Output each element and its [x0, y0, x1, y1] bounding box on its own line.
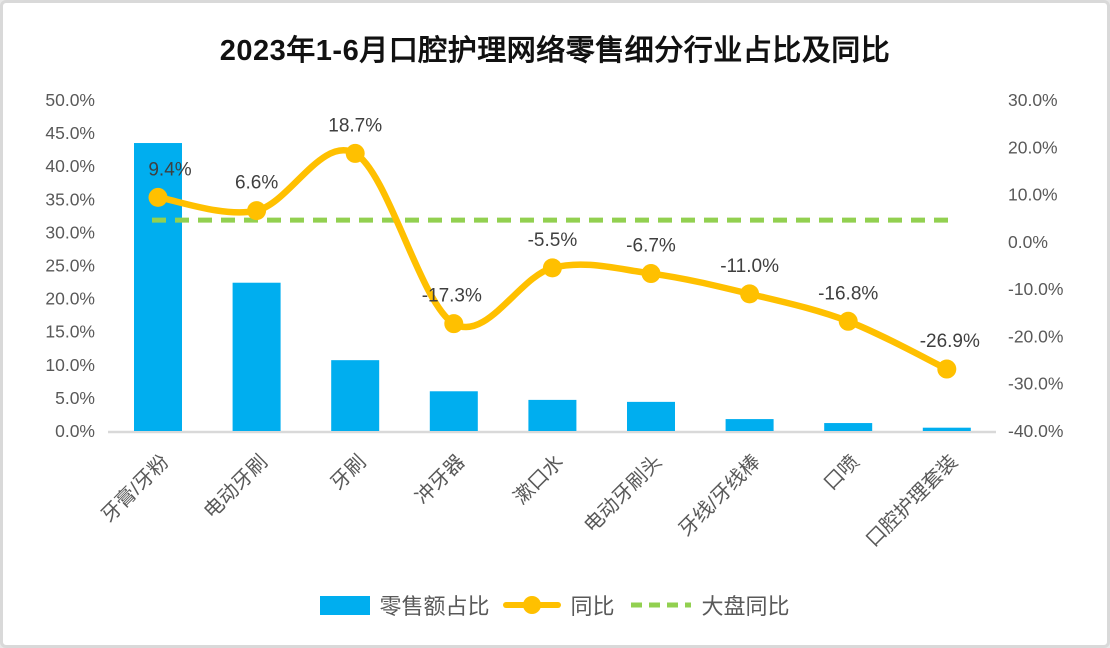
right-axis-label: -30.0% [1008, 374, 1063, 394]
yoy-marker [247, 201, 267, 221]
left-axis-label: 15.0% [45, 322, 95, 342]
left-axis-label: 10.0% [45, 355, 95, 375]
yoy-data-label: -11.0% [720, 256, 779, 277]
yoy-marker [740, 284, 760, 304]
legend-item-retail-share: 零售额占比 [320, 589, 489, 621]
left-axis-label: 30.0% [45, 222, 95, 242]
right-axis-label: -10.0% [1008, 279, 1063, 299]
right-axis-label: -20.0% [1008, 326, 1063, 346]
yoy-data-label: -26.9% [920, 331, 980, 352]
left-axis-label: 45.0% [45, 123, 95, 143]
yoy-marker [345, 143, 365, 163]
bar-电动牙刷头 [627, 401, 675, 431]
left-axis-label: 0.0% [55, 421, 95, 441]
bar-牙刷 [331, 360, 380, 431]
bar-冲牙器 [429, 391, 478, 431]
left-axis-label: 50.0% [45, 90, 95, 110]
left-axis-label: 25.0% [45, 256, 95, 276]
yoy-data-label: -5.5% [528, 230, 578, 251]
category-label-牙线/牙线棒: 牙线/牙线棒 [674, 450, 765, 541]
category-label-牙刷: 牙刷 [326, 450, 371, 495]
legend-label-market-yoy: 大盘同比 [701, 594, 790, 619]
right-axis-label: 30.0% [1008, 90, 1058, 110]
category-label-牙膏/牙粉: 牙膏/牙粉 [97, 450, 174, 527]
legend: 零售额占比 同比 大盘同比 [3, 589, 1107, 621]
right-axis-label: -40.0% [1008, 421, 1063, 441]
left-axis-label: 40.0% [45, 156, 95, 176]
legend-item-market-yoy: 大盘同比 [629, 589, 790, 621]
legend-line-swatch-icon [503, 596, 562, 614]
left-axis-label: 5.0% [55, 388, 95, 408]
right-axis-label: 20.0% [1008, 137, 1058, 157]
right-axis: 30.0% 20.0% 10.0% 0.0% -10.0% -20.0% -30.0% -40… [1008, 90, 1063, 441]
yoy-data-label: 9.4% [148, 159, 191, 180]
bar-电动牙刷 [232, 282, 281, 431]
yoy-data-label: -6.7% [626, 236, 676, 257]
bar-牙膏/牙粉 [134, 143, 182, 431]
bar-口腔护理套装 [922, 427, 971, 431]
bar-口喷 [824, 423, 873, 431]
yoy-marker [444, 314, 464, 334]
yoy-data-label: -17.3% [422, 286, 482, 307]
bar-漱口水 [528, 399, 577, 431]
legend-item-yoy: 同比 [503, 589, 615, 621]
legend-label-retail-share: 零售额占比 [379, 594, 490, 619]
yoy-line [154, 147, 951, 373]
combo-chart-canvas: 50.0% 45.0% 40.0% 35.0% 30.0% 25.0% 20.0% 15.0%… [45, 90, 1063, 551]
yoy-marker [148, 187, 168, 207]
yoy-marker [838, 311, 858, 331]
category-label-电动牙刷: 电动牙刷 [199, 450, 272, 523]
category-label-口腔护理套装: 口腔护理套装 [861, 450, 962, 551]
yoy-data-label: 6.6% [235, 173, 278, 194]
yoy-marker [641, 264, 661, 284]
bar-牙线/牙线棒 [725, 419, 774, 431]
legend-bar-swatch-icon [320, 595, 371, 615]
left-axis-label: 35.0% [45, 189, 95, 209]
legend-label-yoy: 同比 [570, 594, 615, 619]
yoy-points: 9.4% 6.6% 18.7% -17.3% -5.5% -6.7% -11.0% -16.8… [148, 115, 980, 379]
chart-title: 2023年1-6月口腔护理网络零售细分行业占比及同比 [219, 35, 891, 67]
left-axis: 50.0% 45.0% 40.0% 35.0% 30.0% 25.0% 20.0% 15.0%… [45, 90, 95, 441]
yoy-marker [542, 258, 562, 278]
category-label-口喷: 口喷 [819, 450, 864, 495]
yoy-data-label: 18.7% [328, 115, 382, 136]
yoy-data-label: -16.8% [818, 283, 878, 304]
right-axis-label: 0.0% [1008, 232, 1048, 252]
category-label-冲牙器: 冲牙器 [411, 450, 470, 509]
yoy-marker [937, 359, 957, 379]
category-label-漱口水: 漱口水 [509, 450, 568, 509]
category-label-电动牙刷头: 电动牙刷头 [580, 450, 667, 537]
left-axis-label: 20.0% [45, 289, 95, 309]
right-axis-label: 10.0% [1008, 185, 1058, 205]
legend-dashed-swatch-icon [630, 602, 691, 608]
